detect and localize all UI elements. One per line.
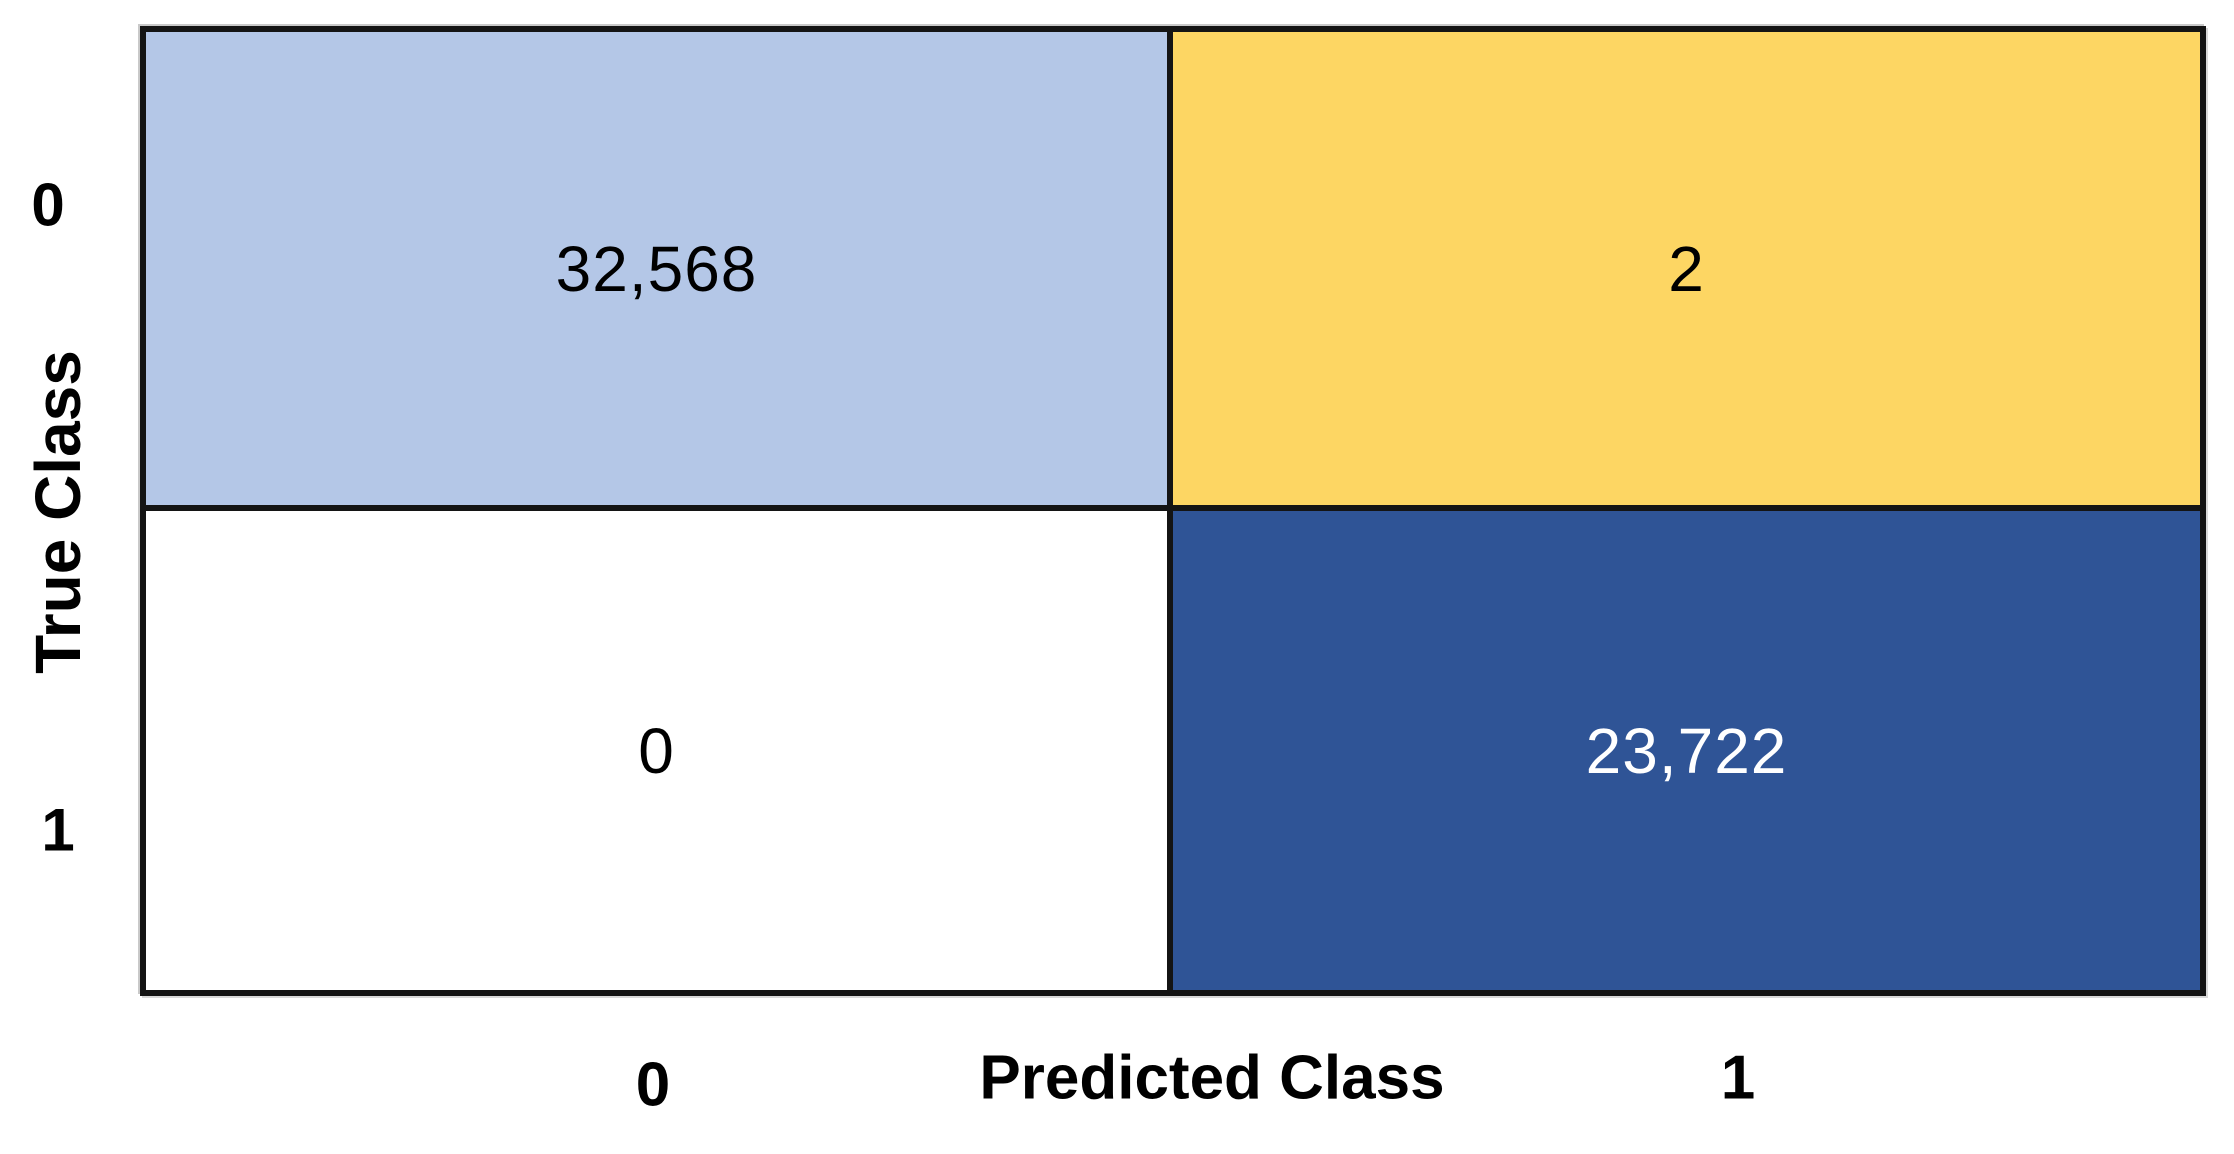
cell-true1-pred1: 23,722 xyxy=(1173,511,2200,990)
y-tick-0: 0 xyxy=(31,171,65,239)
y-tick-1: 1 xyxy=(41,796,75,864)
matrix-grid: 32,568 2 0 23,722 xyxy=(140,26,2206,996)
cell-true0-pred0: 32,568 xyxy=(146,32,1173,511)
cell-true0-pred1: 2 xyxy=(1173,32,2200,511)
x-tick-0: 0 xyxy=(635,1050,671,1120)
y-axis-title: True Class xyxy=(22,350,94,674)
cell-true1-pred0: 0 xyxy=(146,511,1173,990)
x-axis-title: Predicted Class xyxy=(979,1043,1445,1113)
x-tick-1: 1 xyxy=(1720,1043,1756,1113)
